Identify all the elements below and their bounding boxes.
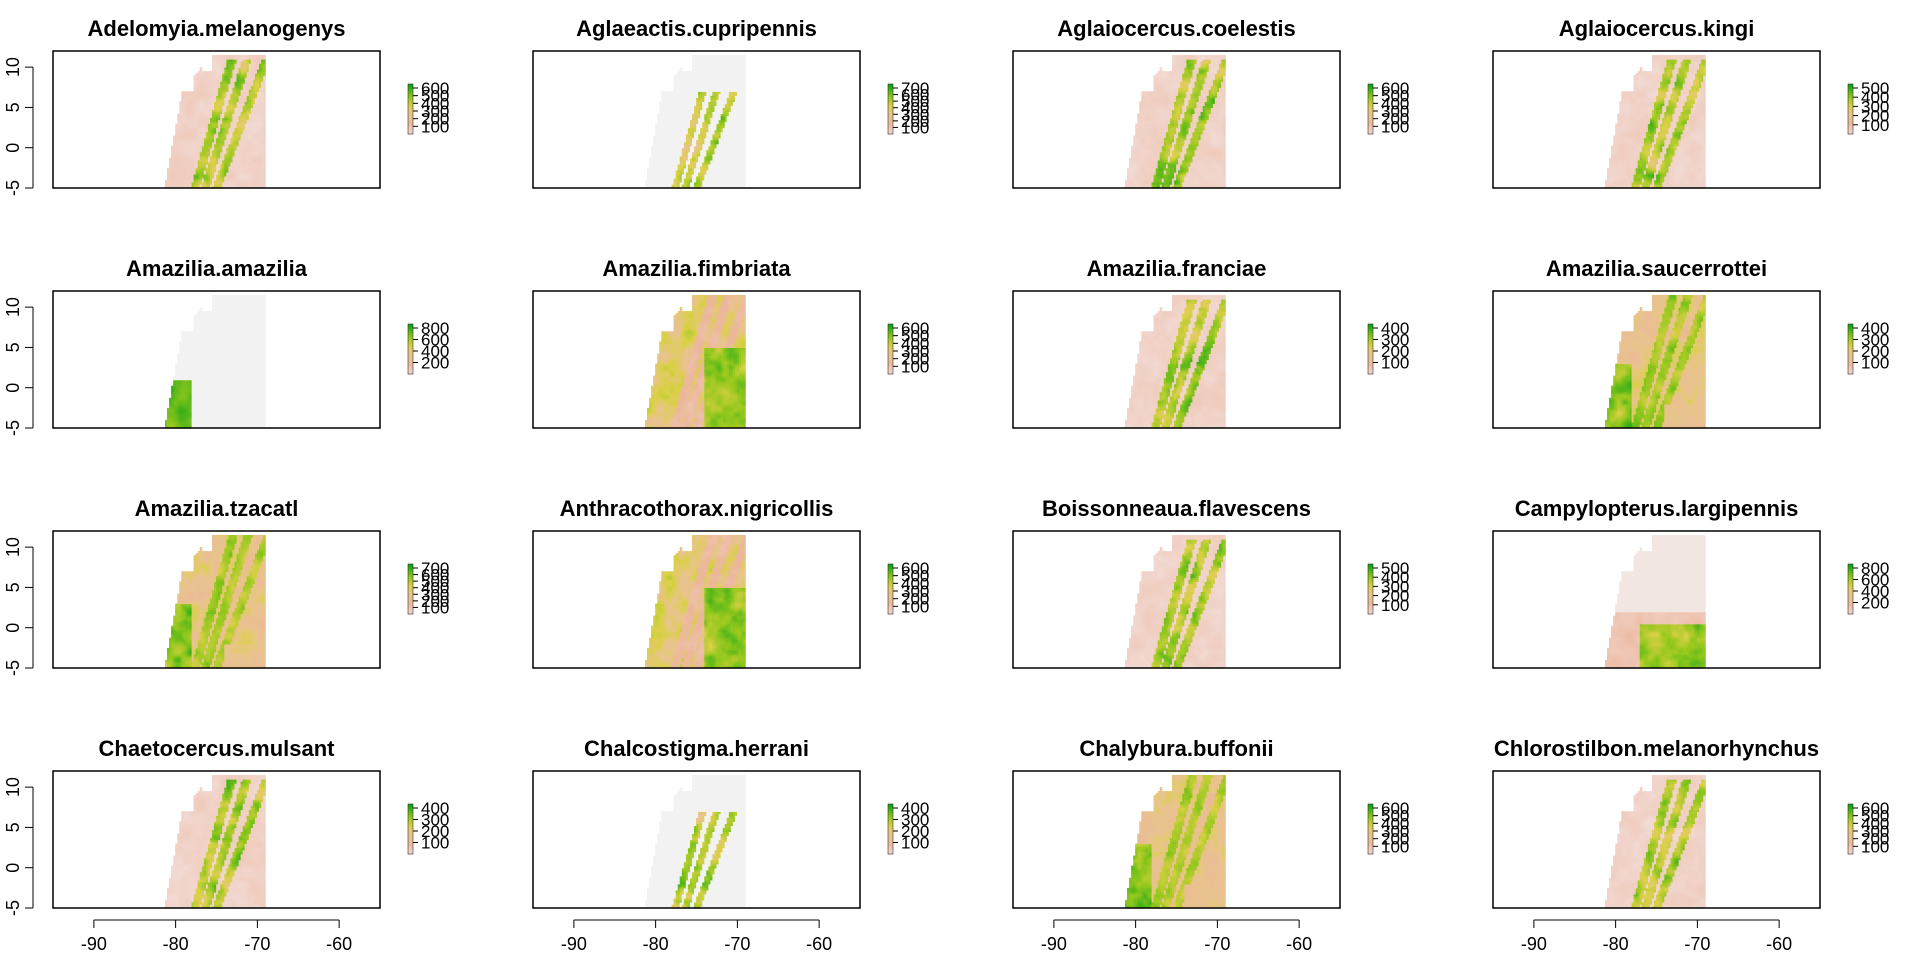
raster-layer bbox=[165, 55, 266, 189]
panel-2: Aglaeactis.cupripennis100200300400500600… bbox=[533, 16, 929, 189]
panel-title: Adelomyia.melanogenys bbox=[88, 16, 346, 41]
y-tick-label: -5 bbox=[3, 180, 23, 196]
legend-swatch bbox=[408, 84, 413, 87]
y-tick-label: 0 bbox=[3, 143, 23, 153]
legend-tick-label: 600 bbox=[421, 79, 449, 98]
y-tick-label: 5 bbox=[3, 102, 23, 112]
raster-cell bbox=[200, 67, 203, 70]
panel-title: Aglaeactis.cupripennis bbox=[576, 16, 817, 41]
panel-1: Adelomyia.melanogenys -5 0 5 10 1002003004005… bbox=[3, 16, 449, 196]
raster-layer bbox=[645, 55, 746, 189]
y-tick-label: 10 bbox=[3, 57, 23, 77]
raster-cell bbox=[263, 55, 266, 58]
